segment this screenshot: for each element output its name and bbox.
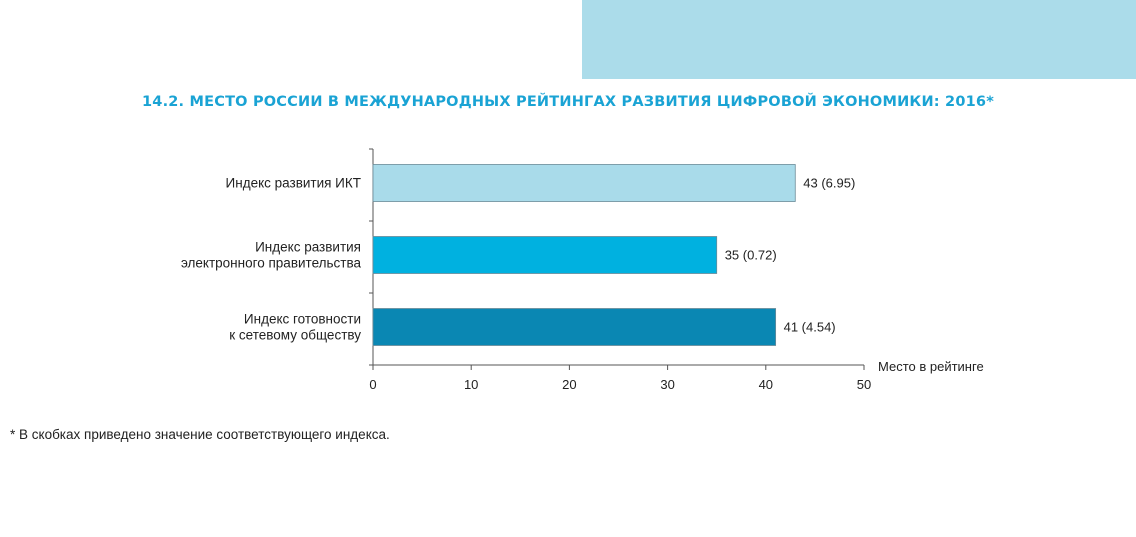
category-label: Индекс развития электронного правительств… [181,240,362,271]
data-label: 43 (6.95) [803,176,855,191]
x-tick-label: 0 [369,377,376,392]
x-tick-label: 30 [660,377,674,392]
footnote: * В скобках приведено значение соответст… [10,427,390,442]
data-label: 41 (4.54) [784,320,836,335]
category-label-line: Индекс готовности [244,312,361,327]
bar [372,164,796,202]
category-label-line: к сетевому обществу [229,328,361,343]
category-label-line: Индекс развития ИКТ [226,176,361,191]
category-label-line: электронного правительства [181,256,362,271]
x-axis-title: Место в рейтинге [878,359,984,374]
chart-title: 14.2. МЕСТО РОССИИ В МЕЖДУНАРОДНЫХ РЕЙТИ… [141,94,994,110]
category-label: Индекс готовности к сетевому обществу [229,312,361,343]
x-tick-label: 10 [464,377,478,392]
bar [372,236,718,274]
category-label-line: Индекс развития [255,240,361,255]
header-band [582,0,1136,79]
bar [372,308,777,346]
x-tick-label: 40 [759,377,773,392]
x-tick-label: 50 [857,377,871,392]
x-tick-label: 20 [562,377,576,392]
category-label: Индекс развития ИКТ [226,176,361,191]
data-label: 35 (0.72) [725,248,777,263]
